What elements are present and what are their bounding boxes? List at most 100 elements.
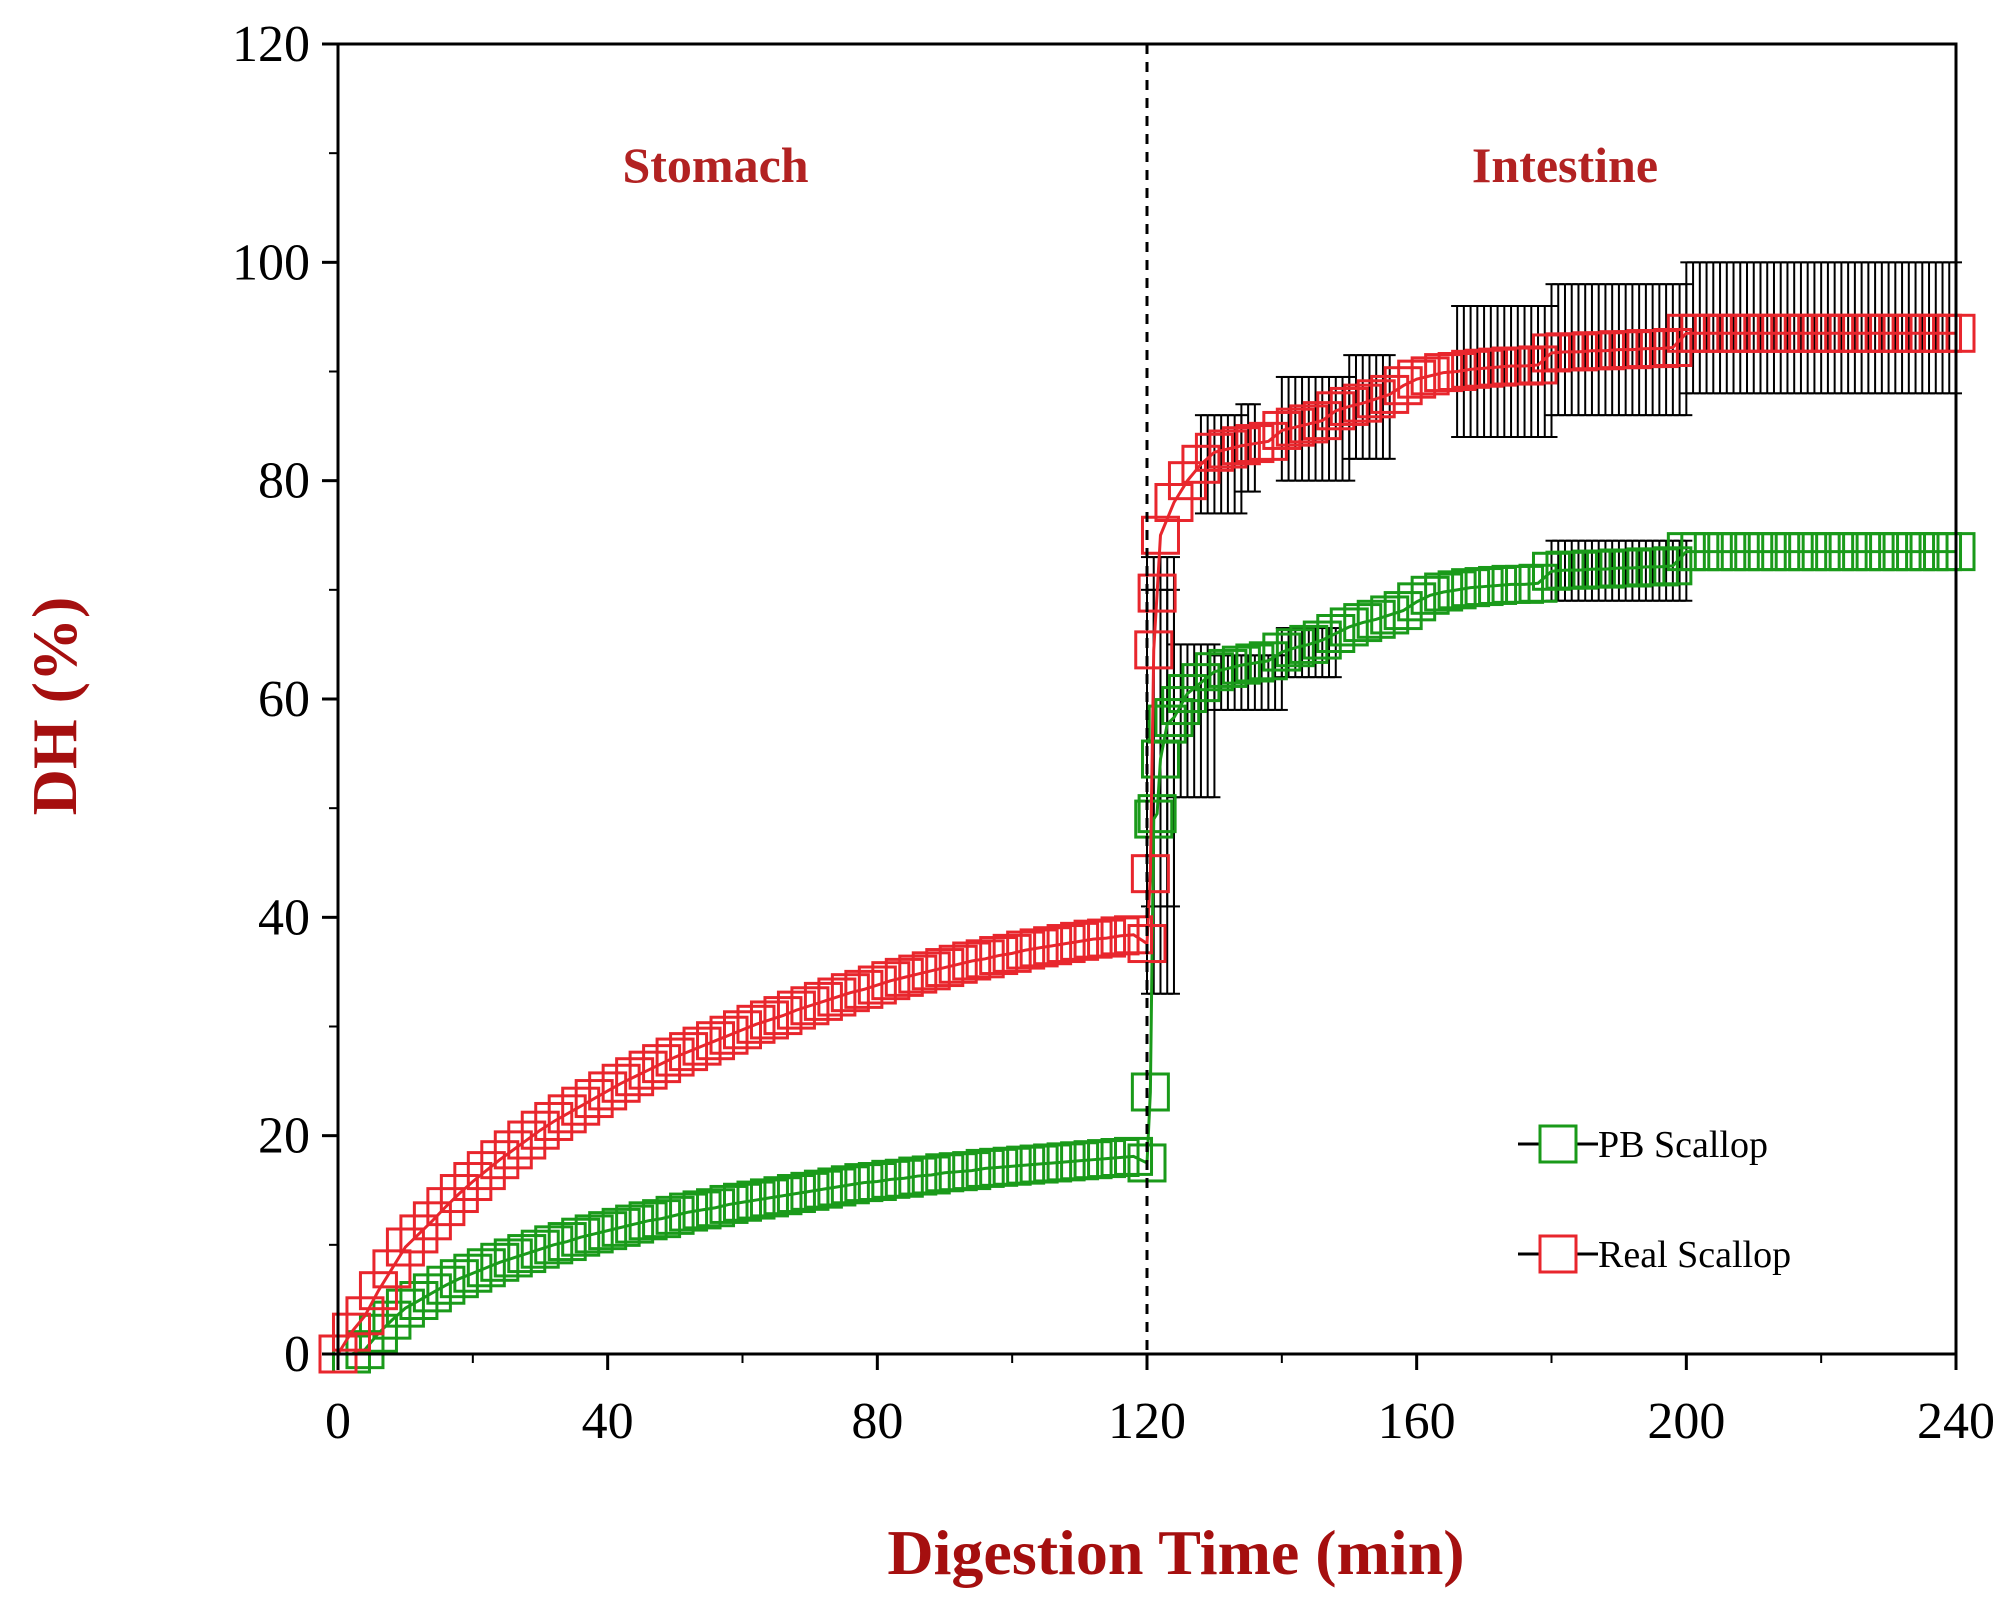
data-point bbox=[1275, 407, 1315, 447]
data-point bbox=[857, 1162, 897, 1202]
data-point bbox=[1167, 461, 1207, 501]
data-point bbox=[776, 990, 816, 1030]
data-point bbox=[1370, 374, 1410, 414]
legend: PB Scallop Real Scallop bbox=[1518, 1124, 1791, 1276]
x-tick-label: 120 bbox=[1108, 1393, 1186, 1450]
data-point bbox=[1235, 424, 1275, 464]
data-point bbox=[763, 1176, 803, 1216]
data-point bbox=[1397, 582, 1437, 622]
data-point bbox=[1235, 643, 1275, 683]
data-point bbox=[830, 973, 870, 1013]
data-point bbox=[1208, 429, 1248, 469]
data-point bbox=[534, 1101, 574, 1141]
axes: 0 20 40 60 80 100 120 0 40 80 120 160 200 240 bbox=[232, 16, 1995, 1450]
data-point bbox=[1302, 620, 1342, 660]
data-point bbox=[790, 1171, 830, 1211]
data-point bbox=[1397, 359, 1437, 399]
data-point bbox=[1194, 652, 1234, 692]
data-point bbox=[736, 1180, 776, 1220]
data-point bbox=[965, 939, 1005, 979]
data-point bbox=[898, 954, 938, 994]
data-point bbox=[1033, 926, 1073, 966]
error-bar-group bbox=[1680, 261, 1962, 395]
data-point bbox=[493, 1238, 533, 1278]
data-point bbox=[871, 961, 911, 1001]
data-point bbox=[938, 944, 978, 984]
data-point bbox=[776, 1174, 816, 1214]
data-point bbox=[723, 1182, 762, 1222]
data-point bbox=[1518, 563, 1558, 603]
y-tick-label: 80 bbox=[258, 453, 310, 510]
data-point bbox=[1410, 575, 1450, 615]
data-point bbox=[817, 1167, 857, 1207]
data-point bbox=[925, 948, 965, 988]
legend-item-real-scallop: Real Scallop bbox=[1518, 1234, 1791, 1276]
data-point bbox=[345, 1296, 385, 1336]
y-tick-label: 40 bbox=[258, 889, 310, 946]
data-point bbox=[1167, 674, 1207, 714]
y-tick-label: 120 bbox=[232, 16, 310, 73]
x-axis-title: Digestion Time (min) bbox=[887, 1517, 1464, 1588]
data-point bbox=[426, 1187, 466, 1227]
data-point bbox=[830, 1165, 870, 1205]
data-point bbox=[749, 1000, 789, 1040]
data-point bbox=[561, 1217, 601, 1257]
data-point bbox=[1316, 614, 1356, 653]
data-point bbox=[884, 1158, 924, 1198]
data-point bbox=[1343, 603, 1383, 643]
data-point bbox=[1140, 515, 1180, 555]
y-tick-label: 0 bbox=[284, 1326, 310, 1383]
data-point bbox=[601, 1063, 641, 1103]
data-point bbox=[749, 1178, 789, 1218]
data-point bbox=[1208, 648, 1248, 688]
data-point bbox=[1181, 663, 1221, 703]
y-tick-label: 60 bbox=[258, 671, 310, 728]
data-point bbox=[480, 1140, 520, 1180]
data-point bbox=[439, 1174, 479, 1214]
data-point bbox=[1275, 628, 1315, 668]
data-point bbox=[615, 1057, 655, 1097]
data-point bbox=[1653, 546, 1693, 586]
data-point bbox=[682, 1190, 722, 1230]
data-point bbox=[1194, 432, 1234, 472]
data-point bbox=[1161, 686, 1201, 726]
data-point bbox=[1383, 366, 1423, 406]
data-point bbox=[1046, 924, 1086, 964]
x-tick-label: 240 bbox=[1917, 1393, 1995, 1450]
data-point bbox=[669, 1032, 709, 1072]
data-point bbox=[1060, 921, 1100, 961]
legend-marker-real-scallop bbox=[1538, 1234, 1578, 1274]
data-point bbox=[520, 1229, 560, 1269]
series-line bbox=[336, 331, 1956, 1355]
data-point bbox=[817, 977, 857, 1017]
x-tick-label: 80 bbox=[851, 1393, 903, 1450]
data-point bbox=[1248, 421, 1288, 461]
data-series bbox=[318, 313, 1976, 1374]
data-point bbox=[412, 1201, 452, 1241]
data-point bbox=[1383, 591, 1423, 631]
data-point bbox=[399, 1214, 439, 1254]
data-point bbox=[669, 1192, 709, 1232]
phase-label-intestine: Intestine bbox=[1472, 137, 1658, 193]
data-point bbox=[763, 996, 803, 1036]
series-pb-scallop bbox=[318, 532, 1976, 1374]
data-point bbox=[696, 1021, 736, 1061]
phase-label-stomach: Stomach bbox=[622, 137, 808, 193]
data-point bbox=[1343, 383, 1383, 423]
data-point bbox=[1329, 607, 1369, 647]
data-point bbox=[493, 1130, 533, 1170]
legend-label-pb-scallop: PB Scallop bbox=[1598, 1124, 1768, 1166]
data-point bbox=[709, 1015, 749, 1055]
data-point bbox=[372, 1249, 412, 1289]
data-point bbox=[803, 1169, 843, 1209]
error-bar-group bbox=[1235, 403, 1261, 493]
data-point bbox=[1437, 570, 1477, 610]
error-bar-group bbox=[1343, 354, 1396, 460]
data-point bbox=[426, 1265, 466, 1305]
data-point bbox=[453, 1253, 493, 1293]
data-point bbox=[615, 1204, 655, 1244]
data-point bbox=[682, 1026, 722, 1066]
data-point bbox=[1134, 799, 1174, 839]
data-point bbox=[547, 1094, 587, 1134]
data-point bbox=[1518, 345, 1558, 385]
